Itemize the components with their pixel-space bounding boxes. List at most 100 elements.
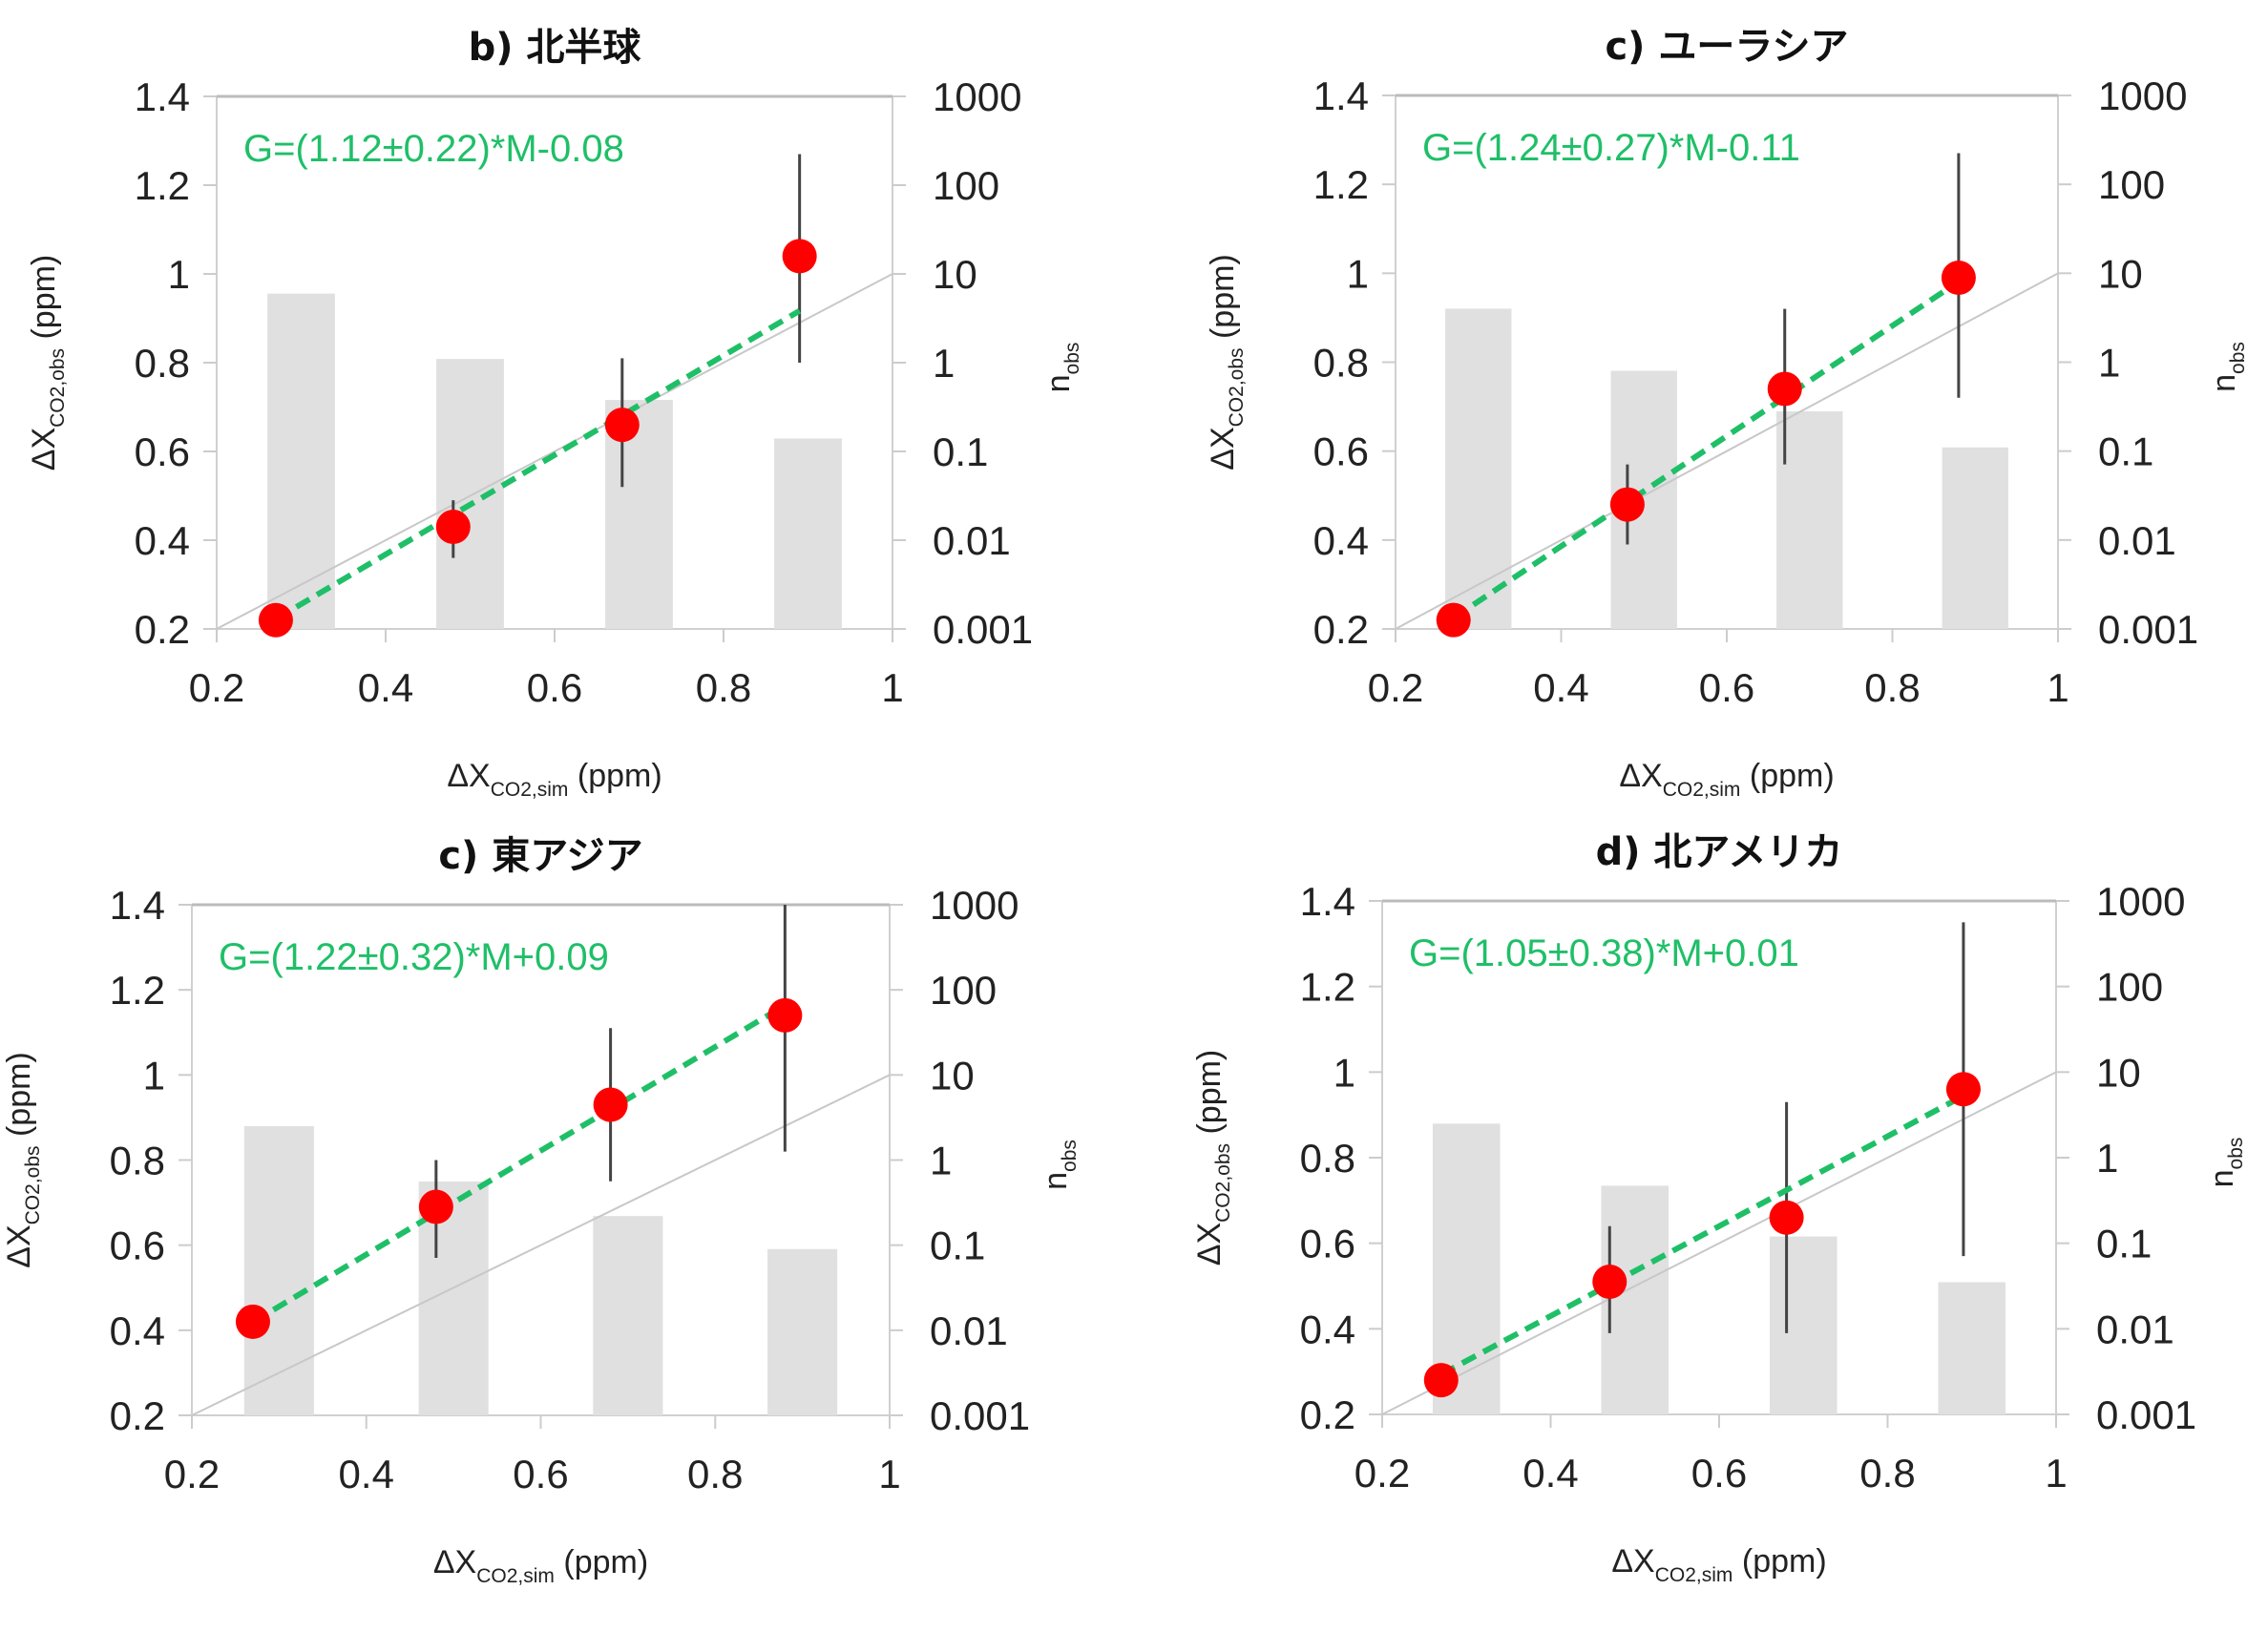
y-label-unit: (ppm): [1205, 254, 1241, 347]
x-label-unit: (ppm): [568, 758, 662, 794]
y2-tick-label: 100: [2098, 162, 2165, 207]
y2-tick-label: 1000: [2098, 73, 2187, 118]
fit-equation: G=(1.12±0.22)*M-0.08: [243, 128, 624, 170]
one-to-one-line: [191, 1074, 891, 1416]
x-tick-label: 0.2: [189, 665, 244, 710]
y2-label-main: n: [1040, 374, 1077, 392]
data-point: [1941, 260, 1976, 295]
y2-axis-label: nobs: [2204, 1138, 2247, 1188]
y2-axis-label: nobs: [2206, 342, 2249, 392]
nobs-bar: [1601, 1185, 1670, 1414]
x-tick-label: 0.6: [527, 665, 582, 710]
y-label-main: ΔX: [1205, 427, 1241, 470]
y2-tick-label: 0.01: [930, 1308, 1008, 1353]
y-label-main: ΔX: [1, 1224, 37, 1267]
y-tick-label: 1.4: [135, 74, 190, 119]
y-label-sub: CO2,obs: [22, 1145, 44, 1224]
y-tick-label: 0.2: [110, 1393, 165, 1438]
x-tick-label: 0.8: [1859, 1451, 1915, 1496]
x-tick-label: 1: [2047, 665, 2068, 710]
y-tick-label: 1: [1347, 251, 1369, 296]
fit-line: [251, 1002, 787, 1325]
y2-tick-label: 1: [2098, 341, 2120, 386]
y-tick-label: 0.6: [1313, 429, 1369, 474]
y2-tick-label: 1: [933, 341, 955, 386]
fit-equation: G=(1.22±0.32)*M+0.09: [219, 936, 609, 978]
chart-panel: 0.2 0.4 0.6 0.8 1 1.2 1.4 0.001 0.01 0.1 1 10 100 100…: [26, 26, 1083, 801]
fit-line: [1452, 279, 1961, 620]
y-tick-label: 0.6: [110, 1224, 165, 1268]
y2-tick-label: 0.01: [2098, 518, 2176, 563]
y-tick-label: 0.2: [1300, 1392, 1355, 1437]
y2-tick-label: 0.001: [930, 1393, 1030, 1438]
chart-panel: 0.2 0.4 0.6 0.8 1 1.2 1.4 0.001 0.01 0.1 1 10 100 100…: [1, 834, 1081, 1587]
data-point: [593, 1087, 628, 1122]
x-tick-label: 1: [878, 1452, 900, 1496]
y-tick-label: 1.4: [1313, 73, 1369, 118]
y-tick-label: 0.6: [135, 429, 190, 474]
y2-tick-label: 10: [930, 1053, 975, 1098]
x-axis-label: ΔXCO2,sim (ppm): [1619, 758, 1834, 801]
x-label-unit: (ppm): [1740, 758, 1834, 794]
x-label-sub: CO2,sim: [491, 779, 569, 801]
y2-tick-label: 0.1: [2098, 429, 2153, 474]
y2-label-sub: obs: [2225, 1138, 2247, 1170]
fit-equation: G=(1.24±0.27)*M-0.11: [1422, 127, 1800, 169]
y2-tick-label: 0.01: [933, 518, 1011, 563]
y2-tick-label: 100: [2096, 965, 2163, 1010]
fit-line: [1439, 1093, 1965, 1377]
y2-tick-label: 1000: [933, 74, 1021, 119]
y-label-unit: (ppm): [1, 1052, 37, 1145]
y2-label-main: n: [2204, 1169, 2240, 1187]
nobs-bar: [593, 1216, 663, 1415]
y-tick-label: 0.8: [1300, 1136, 1355, 1181]
nobs-bar: [774, 438, 842, 629]
y2-tick-label: 0.01: [2096, 1307, 2174, 1351]
panel-title: b) 北半球: [469, 26, 642, 70]
y2-label-sub: obs: [2227, 342, 2249, 374]
y-tick-label: 0.8: [1313, 341, 1369, 386]
x-tick-label: 1: [881, 665, 903, 710]
y-tick-label: 0.4: [110, 1308, 165, 1353]
y2-tick-label: 0.001: [2096, 1392, 2196, 1437]
panel-title: d) 北アメリカ: [1596, 830, 1843, 874]
chart-panel: 0.2 0.4 0.6 0.8 1 1.2 1.4 0.001 0.01 0.1 1 10 100 100…: [1205, 25, 2249, 801]
y2-tick-label: 10: [2098, 251, 2143, 296]
data-point: [235, 1304, 270, 1339]
y-tick-label: 1: [143, 1053, 165, 1098]
y-tick-label: 0.4: [135, 518, 190, 563]
x-tick-label: 1: [2045, 1451, 2067, 1496]
nobs-bar: [1938, 1282, 2006, 1414]
y-axis-label: ΔXCO2,obs (ppm): [1, 1052, 44, 1268]
y2-tick-label: 0.001: [2098, 607, 2198, 652]
y-axis-label: ΔXCO2,obs (ppm): [1191, 1050, 1234, 1266]
nobs-bar: [1445, 308, 1512, 629]
data-point: [1423, 1363, 1459, 1398]
x-axis-label: ΔXCO2,sim (ppm): [447, 758, 662, 801]
y-label-sub: CO2,obs: [47, 348, 69, 428]
chart-panel: 0.2 0.4 0.6 0.8 1 1.2 1.4 0.001 0.01 0.1 1 10 100 100…: [1191, 830, 2247, 1586]
data-point: [1767, 371, 1802, 407]
y2-tick-label: 1: [2096, 1136, 2118, 1181]
x-tick-label: 0.6: [1699, 665, 1754, 710]
y-tick-label: 0.2: [1313, 607, 1369, 652]
x-label-main: ΔX: [433, 1544, 476, 1580]
y-label-unit: (ppm): [26, 255, 62, 348]
y-tick-label: 0.8: [135, 341, 190, 386]
y-label-main: ΔX: [26, 428, 62, 471]
x-axis-label: ΔXCO2,sim (ppm): [433, 1544, 648, 1587]
data-point: [767, 997, 803, 1033]
one-to-one-line: [1395, 272, 2059, 630]
y-label-sub: CO2,obs: [1212, 1143, 1234, 1223]
panel-title: c) 東アジア: [438, 834, 642, 878]
data-point: [782, 239, 817, 274]
x-tick-label: 0.4: [1522, 1451, 1578, 1496]
x-label-main: ΔX: [1611, 1543, 1654, 1580]
data-point: [1609, 487, 1645, 522]
y-tick-label: 1.2: [135, 163, 190, 208]
nobs-bar: [1776, 411, 1843, 629]
nobs-bar: [267, 293, 335, 629]
x-tick-label: 0.2: [1354, 1451, 1410, 1496]
data-point: [1436, 602, 1471, 638]
